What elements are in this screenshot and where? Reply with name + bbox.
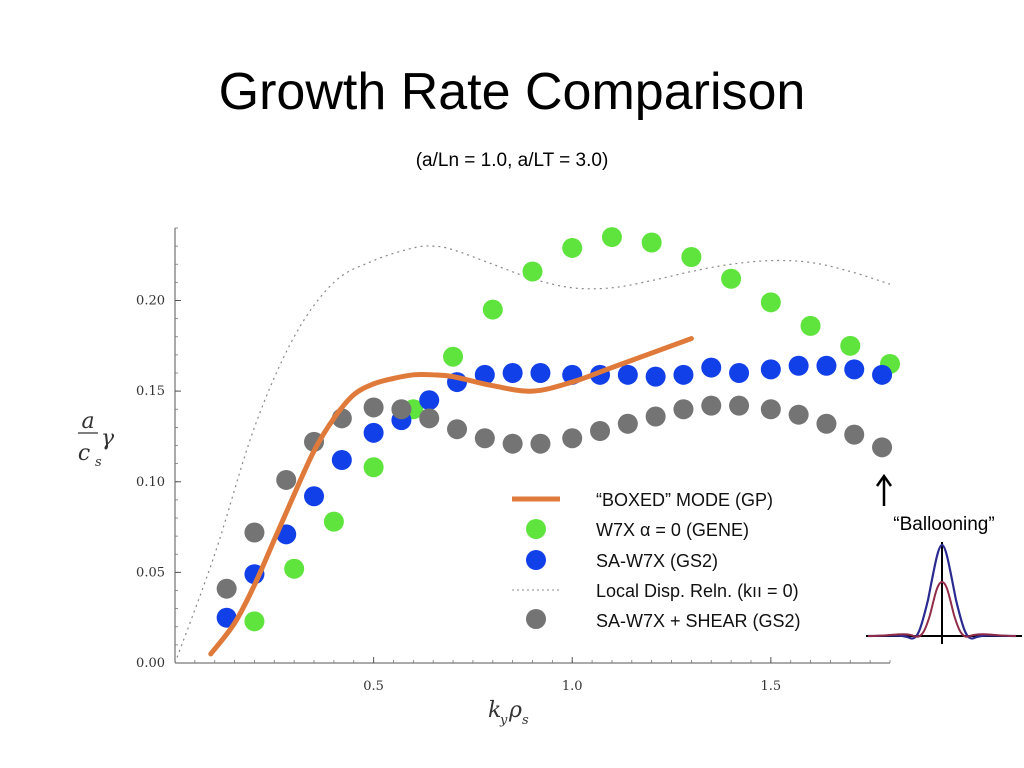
gene-point [721, 268, 742, 289]
slide-subtitle: (a/Ln = 1.0, a/LT = 3.0) [415, 150, 609, 171]
y-tick-label: 0.15 [136, 384, 165, 399]
shear-point [788, 404, 809, 425]
gs2-point [331, 450, 352, 470]
y-label-numerator: a [81, 409, 94, 434]
shear-point [562, 428, 583, 449]
shear-point [474, 428, 495, 449]
legend-label-shear: SA-W7X + SHEAR (GS2) [596, 611, 801, 631]
gs2-point [502, 363, 523, 383]
x-label-k: k [488, 698, 501, 723]
shear-point [447, 419, 468, 440]
major-ticks: 0.5 1.0 1.5 0.00 0.05 0.10 0.15 0.20 [136, 294, 781, 695]
gs2-point [701, 357, 722, 378]
gs2-point [617, 364, 638, 385]
chart-legend: “BOXED” MODE (GP) W7X α = 0 (GENE) SA-W7… [512, 490, 801, 631]
gs2-point [788, 355, 809, 376]
shear-point [530, 433, 551, 454]
legend-label-boxed-mode: “BOXED” MODE (GP) [596, 490, 773, 510]
shear-point [844, 424, 865, 445]
gene-point [641, 232, 662, 253]
y-label-gamma: γ [101, 426, 115, 451]
gene-point [363, 457, 384, 478]
gs2-point [816, 355, 837, 376]
y-label-denominator-sub: s [95, 455, 102, 470]
gene-point [443, 346, 464, 367]
ballooning-mode-curve [867, 580, 1017, 638]
gs2-point [216, 607, 237, 628]
legend-label-gene: W7X α = 0 (GENE) [596, 520, 749, 540]
shear-point [391, 399, 412, 420]
y-label-denominator: c [78, 441, 90, 466]
legend-swatch-shear [526, 609, 546, 629]
x-label-sub-s: s [522, 713, 529, 728]
gene-point [840, 335, 861, 356]
gene-point [562, 237, 583, 258]
x-tick-label: 0.5 [363, 679, 384, 694]
x-label-sub-y: y [499, 713, 508, 728]
gene-point [800, 315, 821, 336]
shear-point [363, 397, 384, 418]
x-tick-label: 1.0 [562, 679, 583, 694]
gs2-point [729, 363, 750, 383]
ballooning-label: “Ballooning” [893, 514, 994, 535]
chart-axes: 0.5 1.0 1.5 0.00 0.05 0.10 0.15 0.20 [136, 227, 891, 695]
gene-point [244, 611, 265, 632]
shear-point [701, 395, 722, 416]
shear-point [419, 408, 440, 429]
shear-point [816, 413, 837, 434]
shear-point [617, 413, 638, 434]
shear-point [673, 399, 694, 420]
gs2-point [363, 422, 384, 443]
legend-swatch-gene [526, 519, 546, 539]
arrow-head-icon [875, 473, 893, 487]
y-tick-label: 0.10 [136, 475, 165, 490]
shear-point [729, 395, 750, 416]
gene-point [323, 511, 344, 532]
gs2-point [474, 364, 495, 385]
gs2-point [530, 363, 551, 383]
gene-point [760, 292, 781, 313]
gs2-point [844, 359, 865, 380]
slide-title: Growth Rate Comparison [218, 63, 806, 121]
shear-point [276, 469, 297, 490]
shear-point [872, 437, 893, 458]
gs2-point [419, 390, 440, 411]
gs2-point [673, 364, 694, 385]
gs2-point [304, 486, 325, 507]
legend-label-gs2: SA-W7X (GS2) [596, 551, 718, 571]
x-tick-label: 1.5 [760, 679, 781, 694]
ballooning-envelope-curve [867, 543, 1017, 640]
shear-point [760, 399, 781, 420]
shear-point [645, 406, 666, 427]
legend-swatch-gs2 [526, 550, 546, 570]
gene-point [601, 227, 622, 248]
ballooning-annotation: “Ballooning” [866, 473, 1022, 644]
shear-point [590, 421, 611, 441]
gene-point [681, 247, 702, 267]
gene-point [284, 558, 305, 579]
gene-point [482, 299, 503, 320]
shear-point [216, 578, 237, 599]
x-axis-label: k y ρ s [488, 698, 529, 728]
series-points [216, 227, 900, 632]
legend-label-local-disp: Local Disp. Reln. (kıı = 0) [596, 581, 799, 601]
gs2-point [760, 359, 781, 380]
shear-point [502, 433, 523, 454]
gs2-point [645, 366, 666, 387]
y-tick-label: 0.05 [136, 565, 165, 580]
series-boxed-mode [208, 336, 694, 657]
gs2-point [872, 364, 893, 385]
y-tick-label: 0.00 [136, 656, 165, 671]
gene-point [522, 261, 543, 282]
x-label-rho: ρ [508, 698, 522, 723]
y-axis-label: a c s γ [78, 409, 115, 470]
shear-point [244, 522, 265, 543]
boxed-mode-curve [208, 336, 694, 657]
y-tick-label: 0.20 [136, 294, 165, 309]
